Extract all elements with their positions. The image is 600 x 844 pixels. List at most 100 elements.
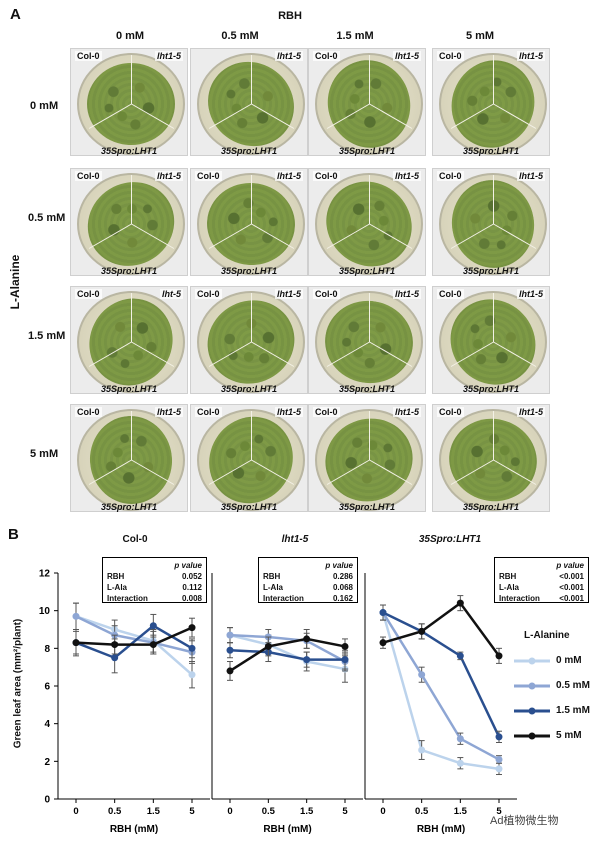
plate-image: Col-0 lht1-5 35Spro:LHT1	[432, 404, 550, 512]
petri-dish	[77, 173, 185, 275]
plate-label-bottom: 35Spro:LHT1	[462, 384, 519, 394]
plate-label-right: lht1-5	[274, 171, 303, 181]
legend-swatch-3	[514, 732, 550, 739]
plate-label-right: lht1-5	[274, 407, 303, 417]
row-header-3: 5 mM	[30, 448, 59, 460]
plate-image: Col-0 lht1-5 35Spro:LHT1	[190, 286, 308, 394]
x-tick-label: 1.5	[454, 806, 468, 817]
plate-label-left: Col-0	[437, 407, 464, 417]
plate-label-right: lht1-5	[274, 51, 303, 61]
x-tick-label: 0.5	[262, 806, 276, 817]
plate-label-right: lht1-5	[154, 171, 183, 181]
plate-label-bottom: 35Spro:LHT1	[462, 146, 519, 156]
stat-label-rbh: RBH	[499, 572, 517, 581]
y-tick-label: 8	[44, 644, 50, 655]
petri-dish	[439, 409, 547, 511]
plate-label-right: lht1-5	[392, 171, 421, 181]
plate-label-bottom: 35Spro:LHT1	[462, 502, 519, 512]
stat-value: 0.112	[182, 583, 202, 592]
x-tick-label: 0.5	[415, 806, 429, 817]
petri-dish	[77, 53, 185, 155]
plate-image: Col-0 lht1-5 35Spro:LHT1	[308, 286, 426, 394]
row-header-0: 0 mM	[30, 100, 59, 112]
x-tick-label: 1.5	[300, 806, 314, 817]
legend-swatch-1	[514, 682, 550, 689]
stat-label-lala: L-Ala	[499, 583, 519, 592]
petri-dish	[197, 409, 305, 511]
plate-label-bottom: 35Spro:LHT1	[220, 502, 277, 512]
pvalue-box-lht1-5: p value RBH 0.286 L-Ala 0.068 Interaction 0…	[258, 557, 358, 603]
stat-label-rbh: RBH	[107, 572, 125, 581]
data-point	[72, 612, 80, 620]
plate-label-bottom: 35Spro:LHT1	[220, 384, 277, 394]
petri-dish	[77, 409, 185, 511]
plate-image: Col-0 lht1-5 35Spro:LHT1	[308, 168, 426, 276]
legend-swatch-0	[514, 657, 550, 664]
plate-label-bottom: 35Spro:LHT1	[338, 384, 395, 394]
legend-label-0: 0 mM	[556, 655, 582, 666]
chart-title-col0: Col-0	[122, 534, 148, 545]
petri-dish	[197, 53, 305, 155]
data-point	[149, 622, 157, 630]
plate-image: Col-0 lht1-5 35Spro:LHT1	[308, 404, 426, 512]
x-axis-label: RBH (mM)	[110, 824, 158, 835]
panel-b-letter: B	[8, 526, 19, 543]
legend-title: L-Alanine	[524, 630, 570, 641]
plate-label-right: lht1-5	[516, 171, 545, 181]
x-axis-label: RBH (mM)	[263, 824, 311, 835]
data-point	[111, 641, 119, 649]
plate-label-left: Col-0	[75, 289, 102, 299]
plate-label-left: Col-0	[313, 171, 340, 181]
plate-label-right: lht1-5	[516, 51, 545, 61]
plate-label-left: Col-0	[313, 289, 340, 299]
petri-dish	[315, 409, 423, 511]
plate-label-right: lht1-5	[274, 289, 303, 299]
plate-label-bottom: 35Spro:LHT1	[338, 502, 395, 512]
plate-label-bottom: 35Spro:LHT1	[220, 266, 277, 276]
petri-dish	[439, 291, 547, 393]
plate-label-bottom: 35Spro:LHT1	[220, 146, 277, 156]
col-header-0: 0 mM	[115, 30, 145, 42]
pvalue-box-col0: p value RBH 0.052 L-Ala 0.112 Interaction 0…	[102, 557, 207, 603]
plate-label-left: Col-0	[313, 407, 340, 417]
data-point	[379, 639, 387, 647]
x-tick-label: 1.5	[147, 806, 161, 817]
legend-item-3: 5 mM	[514, 730, 582, 741]
x-tick-label: 5	[342, 806, 348, 817]
data-point	[226, 667, 234, 675]
petri-dish	[315, 173, 423, 275]
petri-dish	[315, 53, 423, 155]
plate-label-left: Col-0	[75, 171, 102, 181]
data-point	[341, 656, 349, 664]
data-point	[303, 635, 311, 643]
plate-label-bottom: 35Spro:LHT1	[338, 266, 395, 276]
data-point	[456, 735, 464, 743]
data-point	[188, 671, 196, 679]
series-line	[229, 633, 346, 663]
stat-value: 0.162	[332, 594, 353, 603]
x-tick-label: 5	[189, 806, 195, 817]
x-tick-label: 0.5	[108, 806, 122, 817]
data-point	[72, 639, 80, 647]
row-header-2: 1.5 mM	[28, 330, 66, 342]
series-line	[382, 611, 501, 738]
series-line	[75, 626, 193, 646]
data-point	[456, 599, 464, 607]
data-point	[456, 652, 464, 660]
legend-label-1: 0.5 mM	[556, 680, 590, 691]
x-axis-label: RBH (mM)	[417, 824, 465, 835]
petri-dish	[439, 173, 547, 275]
series-line	[229, 637, 346, 672]
stat-value: 0.286	[332, 572, 353, 581]
petri-dish	[315, 291, 423, 393]
petri-dish	[197, 173, 305, 275]
chart-title-35spro: 35Spro:LHT1	[418, 534, 482, 545]
stat-label-lala: L-Ala	[107, 583, 127, 592]
data-point	[188, 644, 196, 652]
legend-swatch-2	[514, 707, 550, 714]
legend-label-2: 1.5 mM	[556, 705, 590, 716]
watermark: Ad植物微生物	[490, 815, 559, 827]
data-point	[188, 624, 196, 632]
series-line	[75, 615, 193, 676]
stat-value: 0.052	[181, 572, 202, 581]
